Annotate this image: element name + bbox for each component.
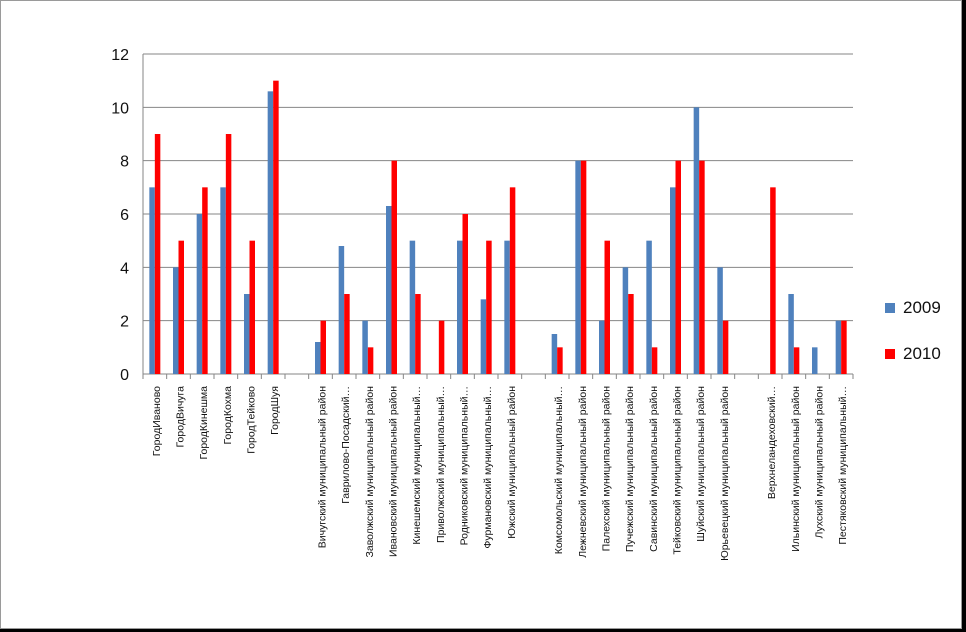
bar-2010 bbox=[651, 347, 658, 374]
bar-2010 bbox=[841, 320, 847, 374]
bar-2010 bbox=[462, 214, 468, 374]
bar-2009 bbox=[504, 240, 510, 374]
bar-2009 bbox=[575, 160, 581, 374]
bar-2010 bbox=[699, 160, 705, 374]
bar-2010 bbox=[770, 187, 776, 374]
bar-2009 bbox=[362, 320, 368, 374]
bar-2010 bbox=[580, 160, 587, 374]
legend: 2009 2010 bbox=[885, 285, 941, 377]
bar-2010 bbox=[722, 320, 729, 374]
bar-2009 bbox=[149, 187, 155, 374]
legend-item-2009: 2009 bbox=[885, 285, 941, 331]
y-tick-label: 8 bbox=[120, 154, 129, 171]
bar-2009 bbox=[480, 299, 487, 374]
bar-2009 bbox=[717, 267, 723, 374]
legend-item-2010: 2010 bbox=[885, 331, 941, 377]
bar-2010 bbox=[415, 294, 421, 374]
bar-2010 bbox=[202, 187, 208, 374]
bar-2009 bbox=[599, 320, 605, 374]
bar-2010 bbox=[391, 160, 397, 374]
y-tick-label: 12 bbox=[111, 47, 129, 64]
bar-2010 bbox=[604, 240, 610, 374]
x-category-label: Кинешемский муниципальный… bbox=[411, 386, 423, 545]
y-tick-label: 0 bbox=[120, 367, 129, 384]
bar-2009 bbox=[338, 246, 345, 374]
y-tick-label: 2 bbox=[120, 314, 129, 331]
bar-2009 bbox=[173, 267, 179, 374]
bar-2010 bbox=[344, 294, 350, 374]
bar-2010 bbox=[178, 240, 184, 374]
x-category-label: Комсомольский муниципальный… bbox=[553, 386, 565, 554]
x-category-label: Савинский муниципальный район bbox=[648, 386, 660, 552]
legend-label-2010: 2010 bbox=[903, 344, 941, 363]
bar-2009 bbox=[409, 240, 416, 374]
bar-2009 bbox=[622, 267, 629, 374]
x-category-label: ГородКохма bbox=[222, 386, 234, 445]
x-category-label: Фурмановский муниципальный… bbox=[482, 386, 494, 549]
x-category-label: Заволжский муниципальный район bbox=[364, 386, 376, 558]
bar-2010 bbox=[320, 320, 326, 374]
bar-2009 bbox=[646, 240, 652, 374]
y-tick-label: 10 bbox=[111, 100, 129, 117]
bar-2010 bbox=[509, 187, 516, 374]
bar-2009 bbox=[835, 320, 842, 374]
bar-2009 bbox=[267, 91, 274, 374]
x-category-label: Вичугский муниципальный район bbox=[317, 386, 329, 548]
x-category-label: ГородВичуга bbox=[175, 386, 187, 448]
bar-2009 bbox=[220, 187, 226, 374]
legend-label-2009: 2009 bbox=[903, 298, 941, 317]
x-category-label: Гаврилово-Посадский… bbox=[340, 386, 352, 504]
x-category-label: Родниковский муниципальный… bbox=[459, 386, 471, 545]
legend-swatch-2010 bbox=[885, 349, 895, 359]
bar-2010 bbox=[557, 347, 563, 374]
y-tick-label: 4 bbox=[120, 260, 129, 277]
bar-2010 bbox=[273, 80, 279, 375]
x-category-label: Палехский муниципальный район bbox=[601, 386, 613, 552]
bar-2009 bbox=[551, 334, 558, 374]
x-category-label: Лежневский муниципальный район bbox=[577, 386, 589, 558]
x-category-label: Ильинский муниципальный район bbox=[790, 386, 802, 552]
bar-2009 bbox=[386, 206, 392, 374]
legend-swatch-2009 bbox=[885, 303, 895, 313]
bar-2010 bbox=[793, 347, 800, 374]
bar-2010 bbox=[675, 160, 681, 374]
x-category-label: Южский муниципальный район bbox=[506, 386, 518, 539]
bar-2010 bbox=[367, 347, 374, 374]
x-category-label: Тейковский муниципальный район bbox=[672, 386, 684, 555]
bar-2009 bbox=[788, 294, 794, 374]
x-category-label: Лухский муниципальный район bbox=[814, 386, 826, 539]
x-category-label: ГородКинешма bbox=[198, 386, 210, 460]
x-category-label: Приволжский муниципальный… bbox=[435, 386, 447, 543]
x-category-label: Верхнеландеховский… bbox=[766, 386, 778, 499]
bar-2009 bbox=[315, 342, 321, 374]
bar-2010 bbox=[154, 134, 161, 374]
bar-2010 bbox=[249, 240, 255, 374]
x-category-label: ГородИваново bbox=[151, 386, 163, 456]
x-category-label: ГородШуя bbox=[269, 386, 281, 435]
bar-2009 bbox=[196, 214, 203, 374]
y-tick-label: 6 bbox=[120, 207, 129, 224]
bar-2009 bbox=[693, 107, 700, 374]
bar-2010 bbox=[225, 134, 232, 374]
bar-2010 bbox=[486, 240, 492, 374]
bar-2009 bbox=[244, 294, 250, 374]
x-category-label: Шуйский муниципальный район bbox=[695, 386, 707, 542]
bar-2010 bbox=[438, 320, 445, 374]
bar-2009 bbox=[457, 240, 463, 374]
x-category-label: Юрьевецкий муниципальный район bbox=[719, 386, 731, 561]
x-category-label: Ивановский муниципальный район bbox=[388, 386, 400, 557]
x-category-label: ГородТейково bbox=[246, 386, 258, 454]
bar-2009 bbox=[812, 347, 818, 374]
x-category-label: Пучежский муниципальный район bbox=[624, 386, 636, 552]
x-category-label: Пестяковский муниципальный… bbox=[837, 386, 849, 545]
bar-2010 bbox=[628, 294, 634, 374]
bar-2009 bbox=[670, 187, 676, 374]
